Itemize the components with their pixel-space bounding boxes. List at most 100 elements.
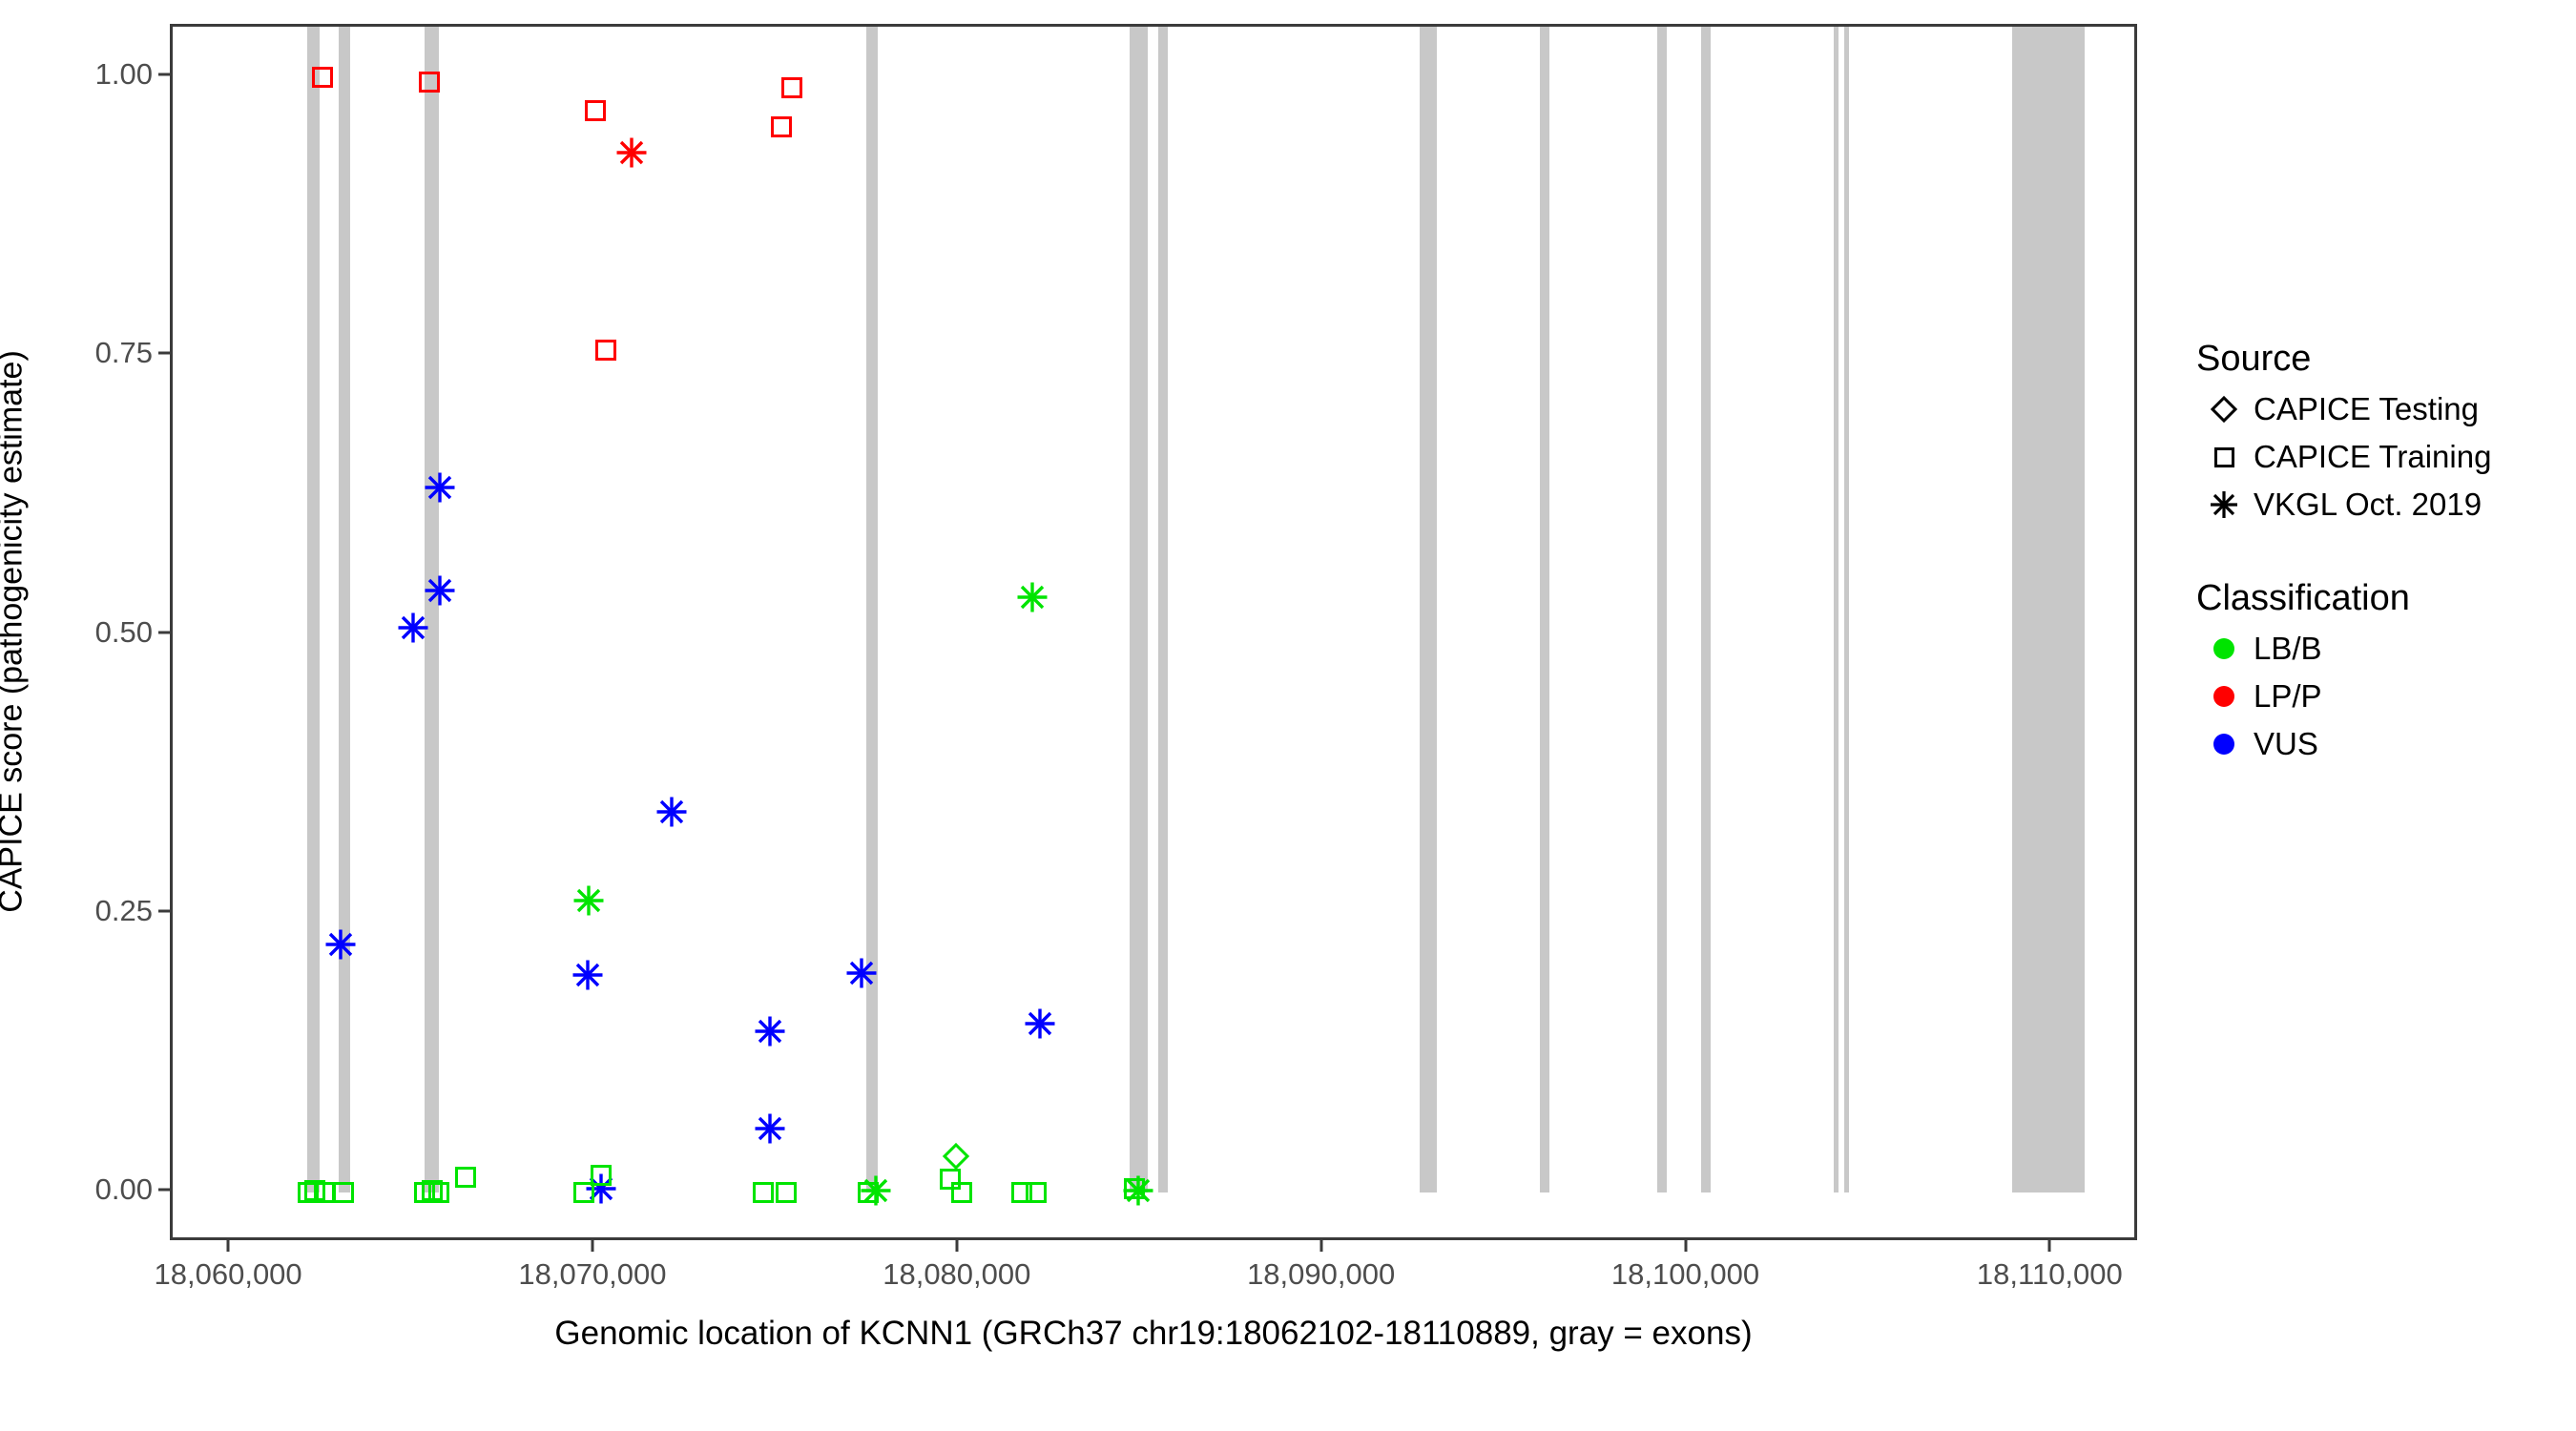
data-point: [1010, 1182, 1032, 1204]
square-marker: [781, 77, 803, 99]
red-dot-icon: [2194, 686, 2254, 707]
square-marker: [940, 1169, 962, 1191]
square-marker: [1124, 1177, 1146, 1199]
x-tick: [955, 1240, 959, 1252]
square-marker: [950, 1182, 972, 1204]
plot-panel: [170, 24, 2137, 1240]
exon-band: [339, 27, 350, 1193]
data-point: [313, 1182, 335, 1204]
data-point: [1124, 1177, 1146, 1199]
square-marker: [421, 1180, 443, 1202]
data-point: [424, 471, 456, 504]
diamond-marker: [942, 1142, 970, 1170]
asterisk-marker: [754, 1015, 786, 1047]
legend-item-lbb[interactable]: LB/B: [2194, 625, 2557, 673]
data-point: [655, 796, 688, 828]
plot-area: [173, 27, 2134, 1237]
data-point: [1025, 1182, 1047, 1204]
data-point: [455, 1166, 477, 1188]
y-tick: [158, 909, 170, 913]
x-tick-label: 18,090,000: [1247, 1257, 1396, 1291]
legend-label-lpp: LP/P: [2254, 678, 2322, 714]
data-point: [858, 1182, 880, 1204]
square-marker: [1010, 1182, 1032, 1204]
asterisk-marker: [615, 136, 648, 169]
legend-label-vkgl: VKGL Oct. 2019: [2254, 487, 2483, 522]
legend-item-vkgl[interactable]: VKGL Oct. 2019: [2194, 481, 2557, 529]
asterisk-marker: [1016, 581, 1049, 613]
data-point: [845, 957, 878, 989]
legend-label-lbb: LB/B: [2254, 631, 2322, 666]
square-marker: [776, 1182, 798, 1204]
square-marker-icon: [2194, 446, 2254, 467]
asterisk-marker: [845, 957, 878, 989]
data-point: [754, 1112, 786, 1145]
data-point: [424, 574, 456, 607]
asterisk-marker: [397, 612, 429, 644]
data-point: [312, 66, 334, 88]
data-point: [752, 1182, 774, 1204]
x-tick-label: 18,070,000: [518, 1257, 667, 1291]
asterisk-marker: [424, 471, 456, 504]
square-marker: [770, 116, 792, 138]
exon-band: [866, 27, 879, 1193]
exon-band: [1158, 27, 1169, 1193]
square-marker: [298, 1182, 320, 1204]
y-tick-label: 0.75: [94, 336, 153, 370]
square-marker: [414, 1182, 436, 1204]
square-marker: [584, 99, 606, 121]
x-tick: [1684, 1240, 1687, 1252]
data-point: [590, 1164, 612, 1186]
asterisk-marker: [655, 796, 688, 828]
square-marker: [455, 1166, 477, 1188]
data-point: [940, 1169, 962, 1191]
data-point: [414, 1182, 436, 1204]
x-axis-title: Genomic location of KCNN1 (GRCh37 chr19:…: [554, 1315, 1753, 1352]
data-point: [584, 99, 606, 121]
data-point: [776, 1182, 798, 1204]
square-marker: [858, 1182, 880, 1204]
y-tick: [158, 351, 170, 355]
asterisk-marker-icon: [2194, 489, 2254, 520]
data-point: [950, 1182, 972, 1204]
data-point: [324, 928, 357, 961]
square-marker: [573, 1182, 595, 1204]
legend-item-capice-testing[interactable]: CAPICE Testing: [2194, 385, 2557, 433]
data-point: [427, 1182, 449, 1204]
data-point: [781, 77, 803, 99]
legend-title-source: Source: [2196, 339, 2312, 379]
y-tick: [158, 73, 170, 76]
legend: Source CAPICE Testing CAPICE Training VK…: [2194, 339, 2557, 818]
data-point: [572, 884, 605, 917]
exon-band: [1844, 27, 1850, 1193]
x-tick: [1319, 1240, 1323, 1252]
data-point: [615, 136, 648, 169]
y-tick-label: 0.00: [94, 1172, 153, 1207]
legend-label-capice-training: CAPICE Training: [2254, 439, 2492, 474]
legend-item-lpp[interactable]: LP/P: [2194, 673, 2557, 720]
data-point: [421, 1180, 443, 1202]
legend-group-source: Source CAPICE Testing CAPICE Training VK…: [2194, 339, 2557, 529]
x-tick: [2047, 1240, 2051, 1252]
square-marker: [332, 1182, 354, 1204]
square-marker: [312, 66, 334, 88]
green-dot-icon: [2194, 638, 2254, 659]
x-tick: [226, 1240, 230, 1252]
asterisk-marker: [754, 1112, 786, 1145]
asterisk-marker: [424, 574, 456, 607]
legend-item-capice-training[interactable]: CAPICE Training: [2194, 433, 2557, 481]
data-point: [298, 1182, 320, 1204]
data-point: [770, 116, 792, 138]
legend-item-vus[interactable]: VUS: [2194, 720, 2557, 768]
x-tick-label: 18,100,000: [1610, 1257, 1760, 1291]
y-axis-title: CAPICE score (pathogenicity estimate): [0, 350, 30, 913]
legend-label-vus: VUS: [2254, 726, 2318, 761]
legend-group-classification: Classification LB/B LP/P VUS: [2194, 578, 2557, 768]
y-tick: [158, 1188, 170, 1192]
x-tick-label: 18,080,000: [883, 1257, 1031, 1291]
exon-band: [1657, 27, 1667, 1193]
data-point: [1024, 1007, 1056, 1040]
data-point: [419, 72, 441, 93]
square-marker: [313, 1182, 335, 1204]
